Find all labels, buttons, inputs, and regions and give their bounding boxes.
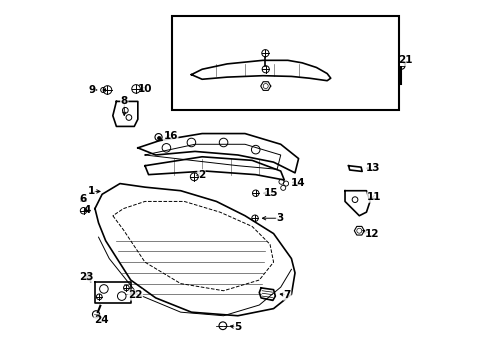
Text: 1: 1	[88, 186, 95, 197]
Text: 12: 12	[365, 229, 379, 239]
Text: 11: 11	[367, 192, 382, 202]
Text: 18: 18	[280, 48, 294, 58]
Text: 15: 15	[264, 188, 278, 198]
Text: 6: 6	[79, 194, 86, 204]
Text: 3: 3	[276, 213, 284, 223]
Text: 16: 16	[164, 131, 178, 141]
Text: 10: 10	[138, 84, 152, 94]
Bar	[172, 16, 398, 111]
Text: 17: 17	[172, 71, 186, 81]
Circle shape	[157, 136, 161, 140]
Text: 14: 14	[291, 177, 305, 188]
Text: 9: 9	[89, 85, 96, 95]
Text: 22: 22	[128, 290, 143, 300]
Text: 7: 7	[283, 290, 291, 300]
Text: 24: 24	[94, 315, 109, 325]
Text: 21: 21	[398, 55, 412, 65]
Text: 8: 8	[121, 96, 128, 107]
Text: 20: 20	[280, 81, 294, 91]
Text: 13: 13	[366, 163, 380, 173]
Bar	[80, 198, 86, 202]
Text: 19: 19	[280, 64, 294, 73]
Text: 23: 23	[79, 272, 93, 282]
Text: 2: 2	[198, 170, 205, 180]
Text: 4: 4	[83, 205, 91, 215]
Text: 5: 5	[234, 322, 242, 332]
